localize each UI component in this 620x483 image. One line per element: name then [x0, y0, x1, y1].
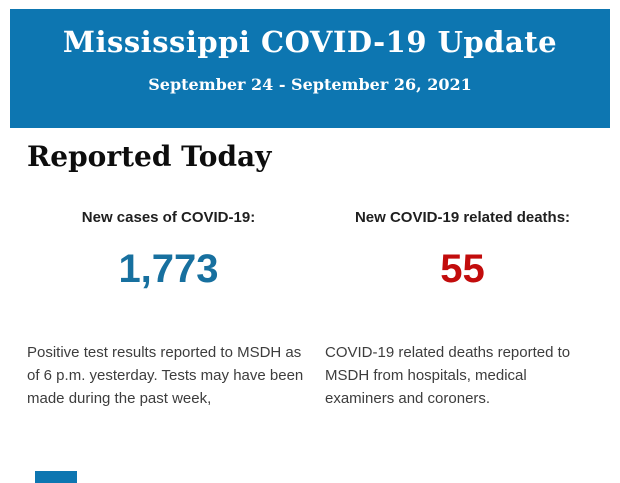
new-deaths-column: New COVID-19 related deaths: 55 COVID-19…: [325, 209, 600, 410]
section-heading-reported-today: Reported Today: [27, 140, 272, 173]
header-band: Mississippi COVID-19 Update September 24…: [10, 9, 610, 128]
next-section-band-sliver: [35, 471, 77, 483]
new-deaths-value: 55: [440, 247, 485, 291]
new-cases-description: Positive test results reported to MSDH a…: [27, 344, 304, 407]
new-deaths-label: New COVID-19 related deaths:: [354, 209, 571, 226]
new-cases-column: New cases of COVID-19: 1,773 Positive te…: [27, 209, 310, 410]
new-deaths-description: COVID-19 related deaths reported to MSDH…: [325, 344, 571, 407]
new-cases-value: 1,773: [118, 247, 219, 291]
new-cases-label: New cases of COVID-19:: [81, 209, 256, 226]
stats-row: New cases of COVID-19: 1,773 Positive te…: [27, 209, 600, 410]
date-range: September 24 - September 26, 2021: [148, 75, 472, 94]
page-title: Mississippi COVID-19 Update: [62, 25, 558, 59]
